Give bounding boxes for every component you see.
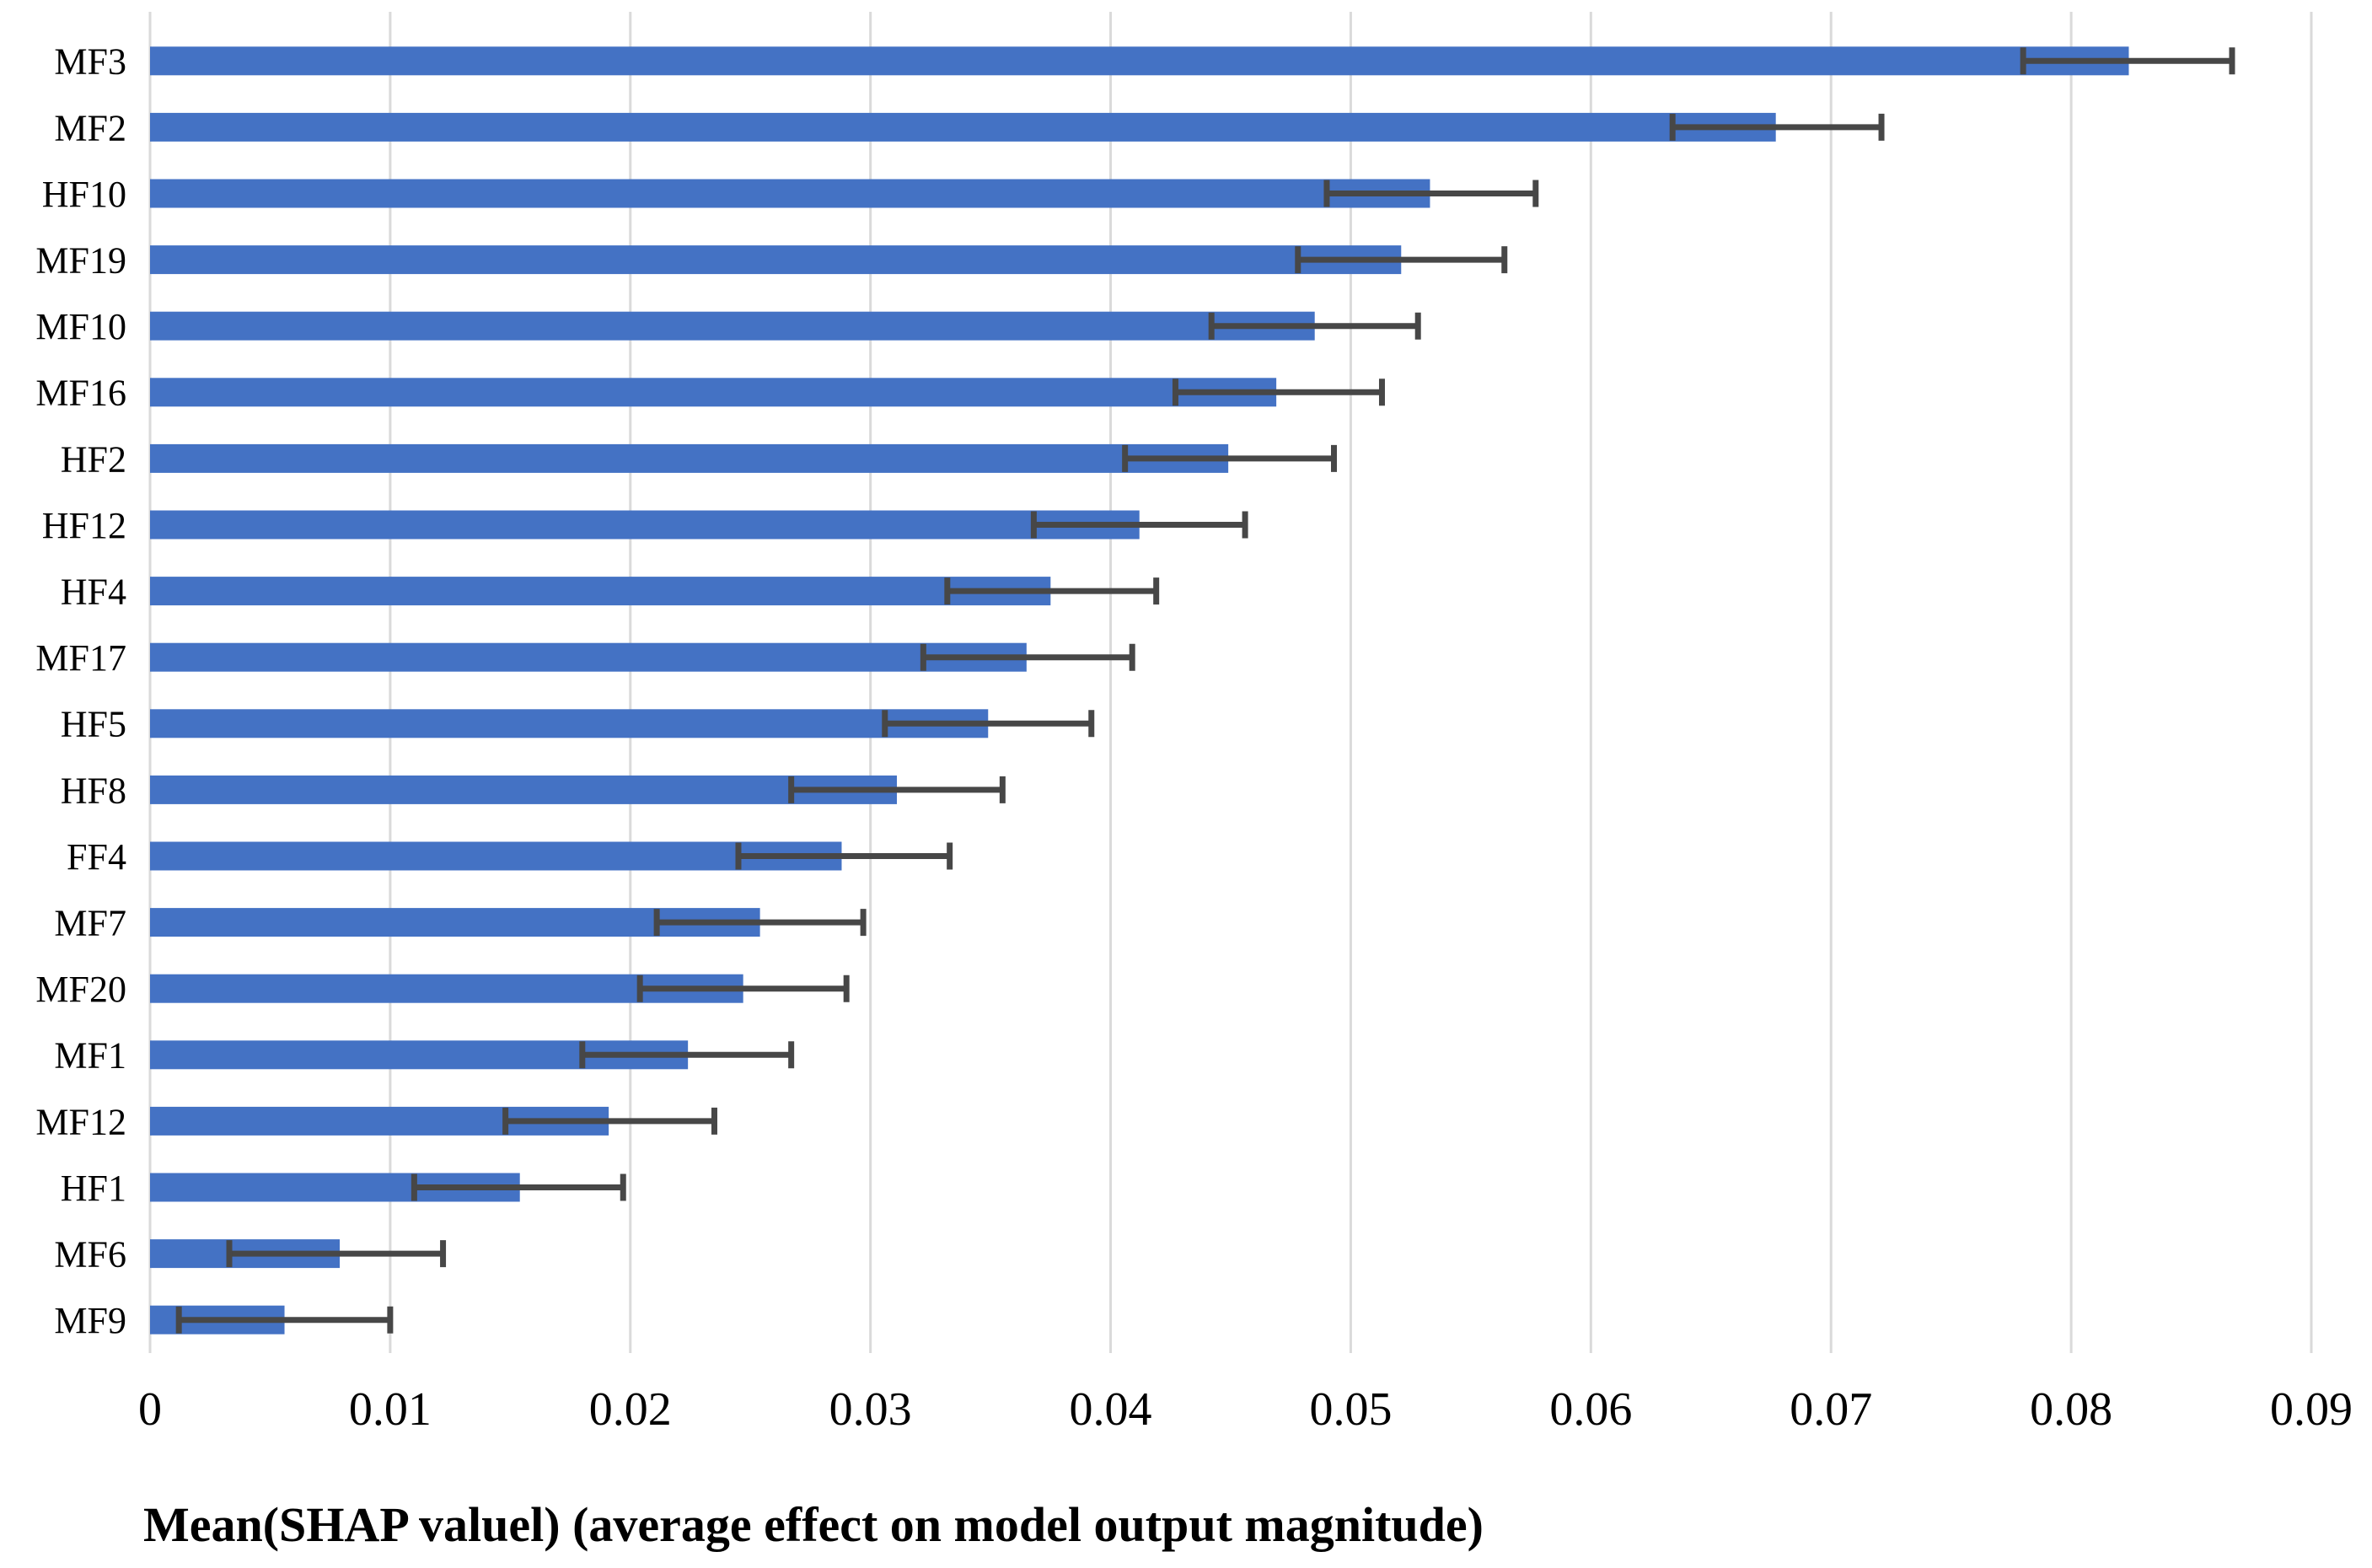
bar-HF4 [150, 577, 1051, 606]
y-tick-label-MF10: MF10 [35, 306, 126, 347]
y-tick-label-MF17: MF17 [35, 637, 126, 679]
y-tick-label-MF7: MF7 [54, 903, 126, 944]
bar-MF19 [150, 245, 1402, 275]
bar-MF16 [150, 378, 1277, 407]
bar-MF17 [150, 642, 1027, 672]
x-tick-label-0.08: 0.08 [2030, 1383, 2112, 1436]
gridlines [148, 12, 2313, 1353]
x-tick-label-0: 0 [138, 1383, 162, 1436]
bars [150, 46, 2129, 1334]
y-tick-label-MF1: MF1 [54, 1035, 126, 1077]
y-tick-label-MF9: MF9 [54, 1300, 126, 1341]
x-tick-label-0.01: 0.01 [349, 1383, 432, 1436]
y-tick-label-HF4: HF4 [61, 572, 126, 613]
y-tick-label-HF8: HF8 [61, 770, 126, 811]
bar-HF12 [150, 510, 1140, 540]
bar-HF10 [150, 179, 1430, 208]
y-tick-label-HF12: HF12 [42, 505, 126, 546]
x-tick-label-0.06: 0.06 [1549, 1383, 1632, 1436]
y-tick-label-HF5: HF5 [61, 704, 126, 745]
y-tick-label-MF16: MF16 [35, 373, 126, 414]
x-tick-label-0.07: 0.07 [1790, 1383, 1872, 1436]
y-tick-label-MF12: MF12 [35, 1101, 126, 1142]
y-tick-label-MF6: MF6 [54, 1234, 126, 1275]
y-tick-label-HF1: HF1 [61, 1168, 126, 1209]
bar-MF3 [150, 46, 2129, 76]
y-tick-label-MF3: MF3 [54, 41, 126, 83]
y-tick-label-FF4: FF4 [67, 836, 126, 878]
bar-HF8 [150, 775, 898, 804]
x-axis-title: Mean(SHAP valuel) (average effect on mod… [143, 1497, 1484, 1552]
bar-MF2 [150, 112, 1776, 142]
bar-HF2 [150, 443, 1229, 473]
x-tick-label-0.05: 0.05 [1309, 1383, 1392, 1436]
y-tick-label-HF10: HF10 [42, 174, 126, 215]
y-tick-label-MF20: MF20 [35, 969, 126, 1010]
y-tick-label-MF2: MF2 [54, 107, 126, 148]
y-tick-label-HF2: HF2 [61, 438, 126, 480]
error-bars [175, 47, 2235, 1334]
x-axis-tick-labels: 0 0.01 0.02 0.03 0.04 0.05 0.06 0.07 0.08 0.09 [138, 1383, 2353, 1436]
x-tick-label-0.09: 0.09 [2270, 1383, 2353, 1436]
bar-HF5 [150, 709, 989, 738]
y-axis-labels: MF3 MF2 HF10 MF19 MF10 MF16 HF2 HF12 HF4 MF17 HF5 H… [35, 41, 126, 1341]
y-tick-label-MF19: MF19 [35, 240, 126, 282]
x-tick-label-0.02: 0.02 [589, 1383, 672, 1436]
bar-FF4 [150, 841, 842, 871]
bar-MF10 [150, 311, 1315, 341]
x-tick-label-0.04: 0.04 [1070, 1383, 1152, 1436]
x-tick-label-0.03: 0.03 [829, 1383, 912, 1436]
